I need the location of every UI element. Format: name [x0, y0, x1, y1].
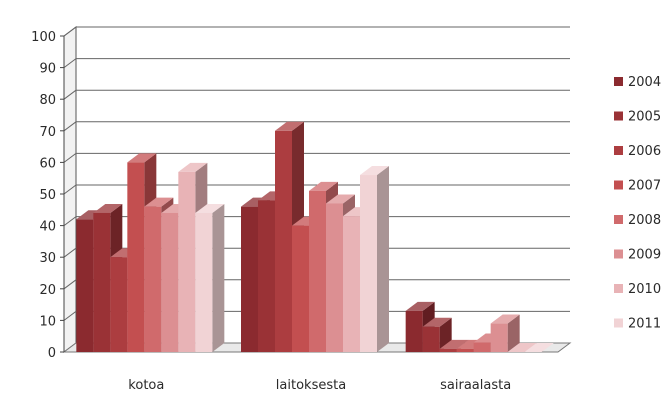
- bar-side: [212, 203, 225, 352]
- bar-front: [93, 212, 111, 352]
- gridline-depth: [63, 26, 77, 37]
- category-label: kotoa: [128, 378, 164, 393]
- bars: [76, 121, 554, 352]
- bar-front: [144, 206, 162, 352]
- y-tick-label: 10: [39, 314, 56, 329]
- bar-front: [76, 219, 94, 352]
- bar: [195, 203, 225, 352]
- gridline-depth: [63, 279, 77, 290]
- bar-top: [360, 166, 389, 176]
- legend-label: 2008: [628, 213, 661, 228]
- y-tick-label: 30: [39, 251, 56, 266]
- legend-label: 2004: [628, 75, 661, 90]
- bar-front: [422, 326, 440, 352]
- legend-swatch: [614, 284, 623, 293]
- gridline-depth: [63, 247, 77, 258]
- category-label: sairaalasta: [440, 378, 511, 393]
- bar-front: [178, 171, 196, 352]
- y-tick-label: 50: [39, 188, 56, 203]
- bar-front: [275, 130, 292, 352]
- bar-front: [195, 212, 213, 352]
- bar-top: [309, 181, 338, 191]
- bar: [490, 314, 520, 352]
- gridline-depth: [63, 310, 77, 321]
- legend-label: 2010: [628, 282, 661, 297]
- y-tick-label: 60: [39, 156, 56, 171]
- bar-front: [127, 162, 145, 352]
- bar-top: [405, 301, 435, 311]
- bar-top: [507, 343, 537, 352]
- y-tick-label: 20: [39, 283, 56, 298]
- bar-front: [292, 225, 309, 352]
- gridline-depth: [63, 152, 77, 163]
- bar: [524, 343, 554, 352]
- bar-front: [258, 200, 275, 352]
- bar-top: [144, 197, 174, 207]
- gridline-depth: [63, 121, 77, 132]
- bar-front: [241, 206, 258, 352]
- bar-side: [507, 314, 520, 352]
- bar-front: [309, 190, 326, 352]
- category-label: laitoksesta: [276, 378, 346, 393]
- legend-swatch: [614, 77, 623, 86]
- bar-top: [275, 121, 304, 131]
- bar-front: [439, 348, 457, 352]
- bar-top: [524, 343, 554, 352]
- y-tick-label: 0: [48, 346, 56, 361]
- bar-top: [93, 203, 123, 213]
- bar-top: [422, 317, 452, 327]
- bar-front: [161, 212, 179, 352]
- bar-top: [178, 162, 208, 172]
- category-labels: kotoa laitoksesta sairaalasta: [128, 378, 511, 393]
- bar-top: [195, 203, 225, 213]
- legend: 2004 2005 2006 2007 2008 2009 2010 2011: [614, 75, 661, 332]
- bar-front: [473, 342, 491, 352]
- legend-label: 2007: [628, 179, 661, 194]
- legend-label: 2006: [628, 144, 661, 159]
- bar-front: [343, 216, 360, 352]
- y-axis-ticks: 0 10 20 30 40 50 60 70 80 90 100: [31, 30, 65, 361]
- y-tick-label: 90: [39, 62, 56, 77]
- y-tick-label: 80: [39, 93, 56, 108]
- bar-side: [377, 166, 389, 352]
- bar: [360, 166, 389, 352]
- y-tick-label: 100: [31, 30, 56, 45]
- bar-front: [110, 257, 128, 352]
- bar-top: [326, 194, 355, 204]
- gridline-depth: [63, 89, 77, 100]
- bar-front: [326, 203, 343, 352]
- legend-swatch: [614, 318, 623, 328]
- bar-front: [360, 175, 377, 352]
- legend-swatch: [614, 249, 623, 259]
- gridline-depth: [63, 184, 77, 195]
- bar: [507, 343, 537, 352]
- legend-swatch: [614, 180, 623, 190]
- y-tick-label: 70: [39, 125, 56, 140]
- bar-front: [456, 348, 474, 352]
- legend-swatch: [614, 111, 623, 121]
- bar-top: [439, 339, 469, 349]
- bar-front: [405, 310, 423, 352]
- y-tick-label: 40: [39, 220, 56, 235]
- gridline-depth: [63, 216, 77, 227]
- legend-swatch: [614, 215, 623, 224]
- legend-label: 2005: [628, 110, 661, 125]
- bar-top: [127, 153, 157, 163]
- bar-front: [490, 323, 508, 352]
- legend-label: 2009: [628, 248, 661, 263]
- legend-swatch: [614, 146, 623, 155]
- bar-top: [490, 314, 520, 324]
- legend-label: 2011: [628, 317, 661, 332]
- gridline-depth: [63, 58, 77, 68]
